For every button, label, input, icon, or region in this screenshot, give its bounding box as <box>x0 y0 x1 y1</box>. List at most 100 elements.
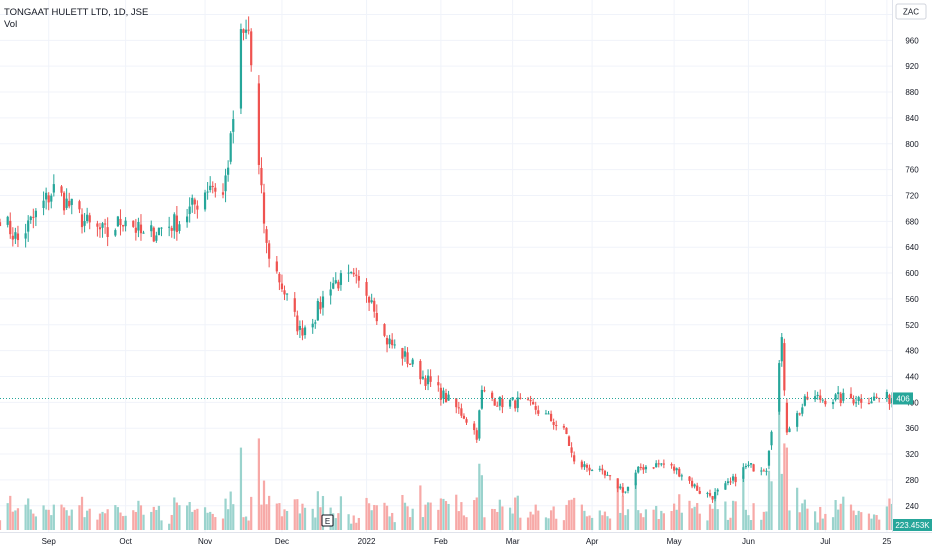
volume-bar <box>888 498 891 530</box>
earnings-marker[interactable]: E <box>321 514 334 527</box>
volume-bar <box>196 508 199 530</box>
candle-body <box>152 227 155 242</box>
candle-body <box>803 396 806 406</box>
candle-body <box>424 378 427 386</box>
volume-bar <box>393 522 396 530</box>
candle-body <box>767 450 771 466</box>
candle-body <box>275 261 278 272</box>
candle-body <box>731 476 735 481</box>
candle-body <box>196 205 199 210</box>
volume-bar <box>278 503 281 530</box>
candle-body <box>831 402 835 405</box>
time-tick-label: Jun <box>742 537 755 546</box>
volume-bar <box>0 520 2 530</box>
candle-body <box>334 280 337 284</box>
volume-bar <box>842 496 845 530</box>
candle-body <box>0 222 2 227</box>
volume-bar <box>214 517 217 530</box>
candle-body <box>573 455 576 462</box>
time-axis[interactable] <box>0 532 893 550</box>
candle-body <box>186 216 189 223</box>
volume-bar <box>537 510 540 530</box>
volume-bar <box>250 496 253 530</box>
volume-bar <box>624 515 627 530</box>
time-tick-label: Mar <box>506 537 520 546</box>
candle-body <box>621 487 624 493</box>
candle-body <box>673 466 676 471</box>
price-tick-label: 520 <box>905 321 919 330</box>
candle-body <box>662 463 665 465</box>
candle-body <box>644 466 648 470</box>
volume-bar <box>388 516 391 530</box>
volume-bar <box>209 511 212 530</box>
volume-bar <box>813 511 817 530</box>
price-tick-label: 840 <box>905 114 919 123</box>
volume-bar <box>767 470 771 530</box>
candle-body <box>209 185 212 191</box>
candle-body <box>265 229 268 243</box>
volume-bar <box>690 508 694 530</box>
candle-body <box>585 464 589 468</box>
volume-bar <box>670 511 673 530</box>
volume-bar <box>424 504 427 530</box>
candle-body <box>437 382 440 386</box>
volume-legend[interactable]: Vol <box>4 19 17 30</box>
candle-body <box>670 464 673 466</box>
volume-bar <box>637 510 640 530</box>
symbol-title[interactable]: TONGAAT HULETT LTD, 1D, JSE <box>4 7 148 18</box>
volume-bar <box>429 502 432 530</box>
volume-bar <box>442 498 445 530</box>
candle-body <box>203 192 207 210</box>
time-tick-label: Apr <box>586 537 599 546</box>
candle-body <box>657 463 660 465</box>
volume-bar <box>370 510 373 530</box>
volume-bar <box>839 503 842 530</box>
candle-body <box>52 184 55 193</box>
volume-bar <box>139 505 143 530</box>
volume-bar <box>203 507 207 530</box>
candle-body <box>103 223 107 225</box>
candle-body <box>762 470 765 472</box>
volume-bar <box>806 508 809 530</box>
currency-button[interactable]: ZAC <box>895 3 927 20</box>
volume-bar <box>603 511 607 530</box>
volume-bar <box>293 499 296 530</box>
volume-bar <box>803 499 806 530</box>
volume-bar <box>11 511 14 530</box>
volume-bar <box>86 510 89 530</box>
volume-bar <box>119 512 122 530</box>
candle-body <box>150 225 153 232</box>
price-tick-label: 560 <box>905 295 919 304</box>
price-scale[interactable] <box>893 0 932 532</box>
volume-bar <box>878 519 881 530</box>
candle-body <box>88 215 91 223</box>
candle-body <box>444 393 448 403</box>
volume-bar <box>516 495 519 530</box>
candle-body <box>62 192 66 211</box>
candle-body <box>9 220 12 235</box>
candle-body <box>529 400 532 402</box>
volume-bar <box>816 522 819 530</box>
volume-bar <box>137 500 140 530</box>
candle-body <box>352 272 355 275</box>
volume-bar <box>867 513 871 530</box>
volume-bar <box>14 510 17 530</box>
volume-bar <box>778 400 781 530</box>
volume-bar <box>337 513 340 530</box>
candle-body <box>14 232 17 239</box>
volume-bar <box>675 509 678 530</box>
volume-bar <box>660 510 663 530</box>
candle-body <box>634 472 637 486</box>
candle-body <box>16 233 20 241</box>
candle-body <box>655 463 658 468</box>
candle-body <box>675 468 678 471</box>
volume-bar <box>98 513 102 530</box>
volume-bar <box>29 509 32 530</box>
candle-body <box>116 216 120 227</box>
candle-body <box>498 396 501 406</box>
volume-bar <box>367 503 371 530</box>
candle-body <box>406 352 409 364</box>
candle-body <box>714 491 717 499</box>
candle-body <box>60 186 63 193</box>
